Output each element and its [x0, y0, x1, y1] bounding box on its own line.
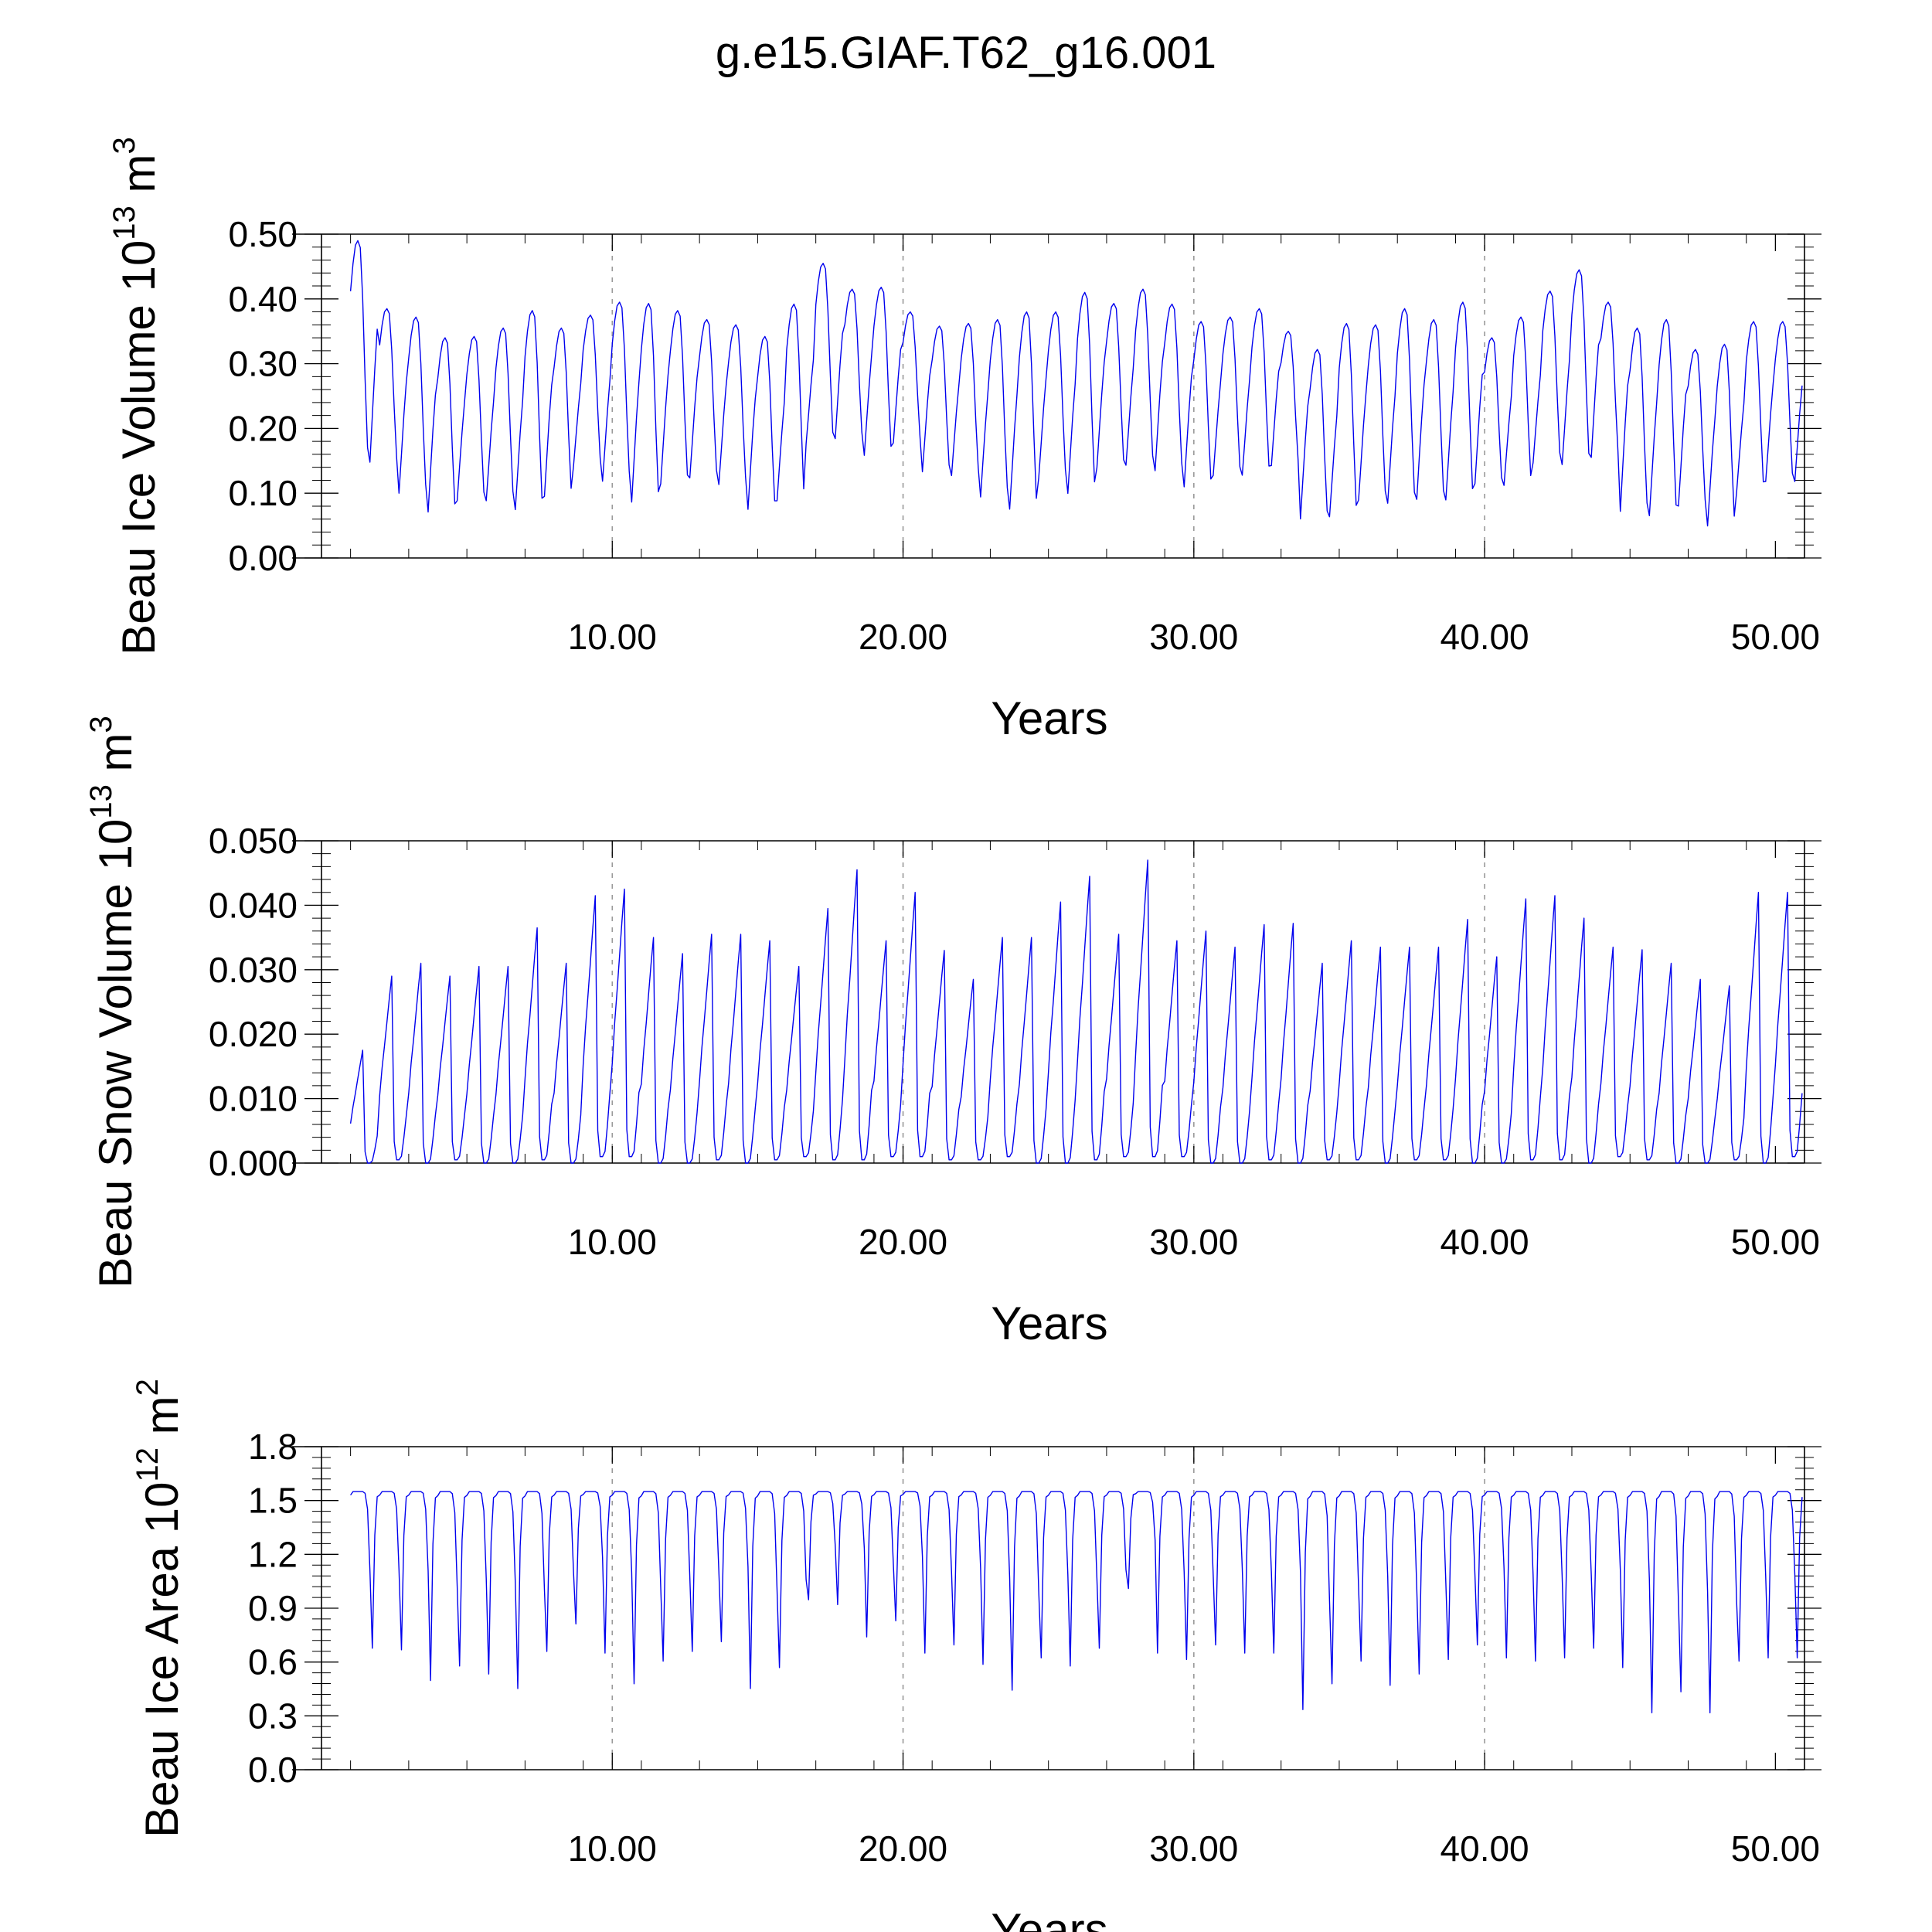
y-axis-label: Beau Ice Volume 1013 m3 [107, 137, 165, 655]
y-tick-label: 0.6 [248, 1642, 298, 1682]
x-tick-label: 50.00 [1731, 1828, 1820, 1869]
x-axis-label: Years [991, 1298, 1107, 1349]
x-tick-label: 30.00 [1149, 617, 1238, 657]
y-tick-label: 1.2 [248, 1534, 298, 1574]
chart-title: g.e15.GIAF.T62_g16.001 [716, 28, 1216, 78]
series-line-ice-area [350, 1491, 1803, 1714]
y-tick-label: 0.010 [209, 1079, 298, 1119]
y-tick-label: 0.020 [209, 1014, 298, 1054]
y-tick-label: 0.030 [209, 950, 298, 990]
plots-group: 10.00 20.00 30.00 40.00 50.00 0.00 0.10 0.20 0.3… [84, 137, 1821, 1932]
y-tick-label: 0.30 [228, 344, 298, 384]
y-tick-label: 0.00 [228, 538, 298, 578]
panel-ice-area: 10.00 20.00 30.00 40.00 50.00 0.0 0.3 0.6 0.9 1.2… [131, 1379, 1821, 1932]
y-tick-label: 0.20 [228, 408, 298, 448]
x-axis-label: Years [991, 1904, 1107, 1932]
y-tick-label: 1.8 [248, 1427, 298, 1467]
series-line-ice-volume [349, 240, 1803, 527]
x-tick-label: 40.00 [1440, 617, 1529, 657]
y-tick-label: 0.9 [248, 1588, 298, 1628]
y-tick-label: 0.40 [228, 279, 298, 319]
y-tick-label: 1.5 [248, 1481, 298, 1521]
y-axis-label: Beau Snow Volume 1013 m3 [84, 716, 141, 1288]
x-tick-label: 50.00 [1731, 1222, 1820, 1262]
x-tick-label: 30.00 [1149, 1828, 1238, 1869]
x-axis-label: Years [991, 692, 1107, 744]
panel-ice-volume: 10.00 20.00 30.00 40.00 50.00 0.00 0.10 0.20 0.3… [107, 137, 1821, 744]
y-tick-label: 0.10 [228, 473, 298, 513]
x-tick-label: 10.00 [568, 1828, 657, 1869]
x-tick-label: 50.00 [1731, 617, 1820, 657]
y-tick-label: 0.3 [248, 1696, 298, 1736]
y-tick-label: 0.000 [209, 1143, 298, 1183]
panel-snow-volume: 10.00 20.00 30.00 40.00 50.00 0.000 0.010 0.020… [84, 716, 1821, 1349]
y-axis-label: Beau Ice Area 1012 m2 [131, 1379, 188, 1838]
y-tick-label: 0.050 [209, 821, 298, 861]
x-tick-label: 30.00 [1149, 1222, 1238, 1262]
series-line-snow-volume [349, 859, 1803, 1164]
y-tick-label: 0.50 [228, 214, 298, 254]
y-tick-label: 0.0 [248, 1750, 298, 1790]
x-tick-label: 40.00 [1440, 1222, 1529, 1262]
x-tick-label: 20.00 [859, 1222, 947, 1262]
x-tick-label: 10.00 [568, 617, 657, 657]
y-tick-label: 0.040 [209, 885, 298, 925]
x-tick-label: 10.00 [568, 1222, 657, 1262]
x-tick-label: 20.00 [859, 617, 947, 657]
x-tick-label: 20.00 [859, 1828, 947, 1869]
x-tick-label: 40.00 [1440, 1828, 1529, 1869]
